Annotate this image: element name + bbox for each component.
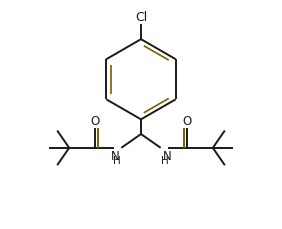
Text: Cl: Cl — [135, 11, 147, 24]
Text: O: O — [90, 115, 99, 128]
Text: O: O — [183, 115, 192, 128]
Text: H: H — [113, 155, 121, 166]
Text: N: N — [163, 149, 171, 162]
Text: N: N — [111, 149, 119, 162]
Text: H: H — [161, 155, 169, 166]
